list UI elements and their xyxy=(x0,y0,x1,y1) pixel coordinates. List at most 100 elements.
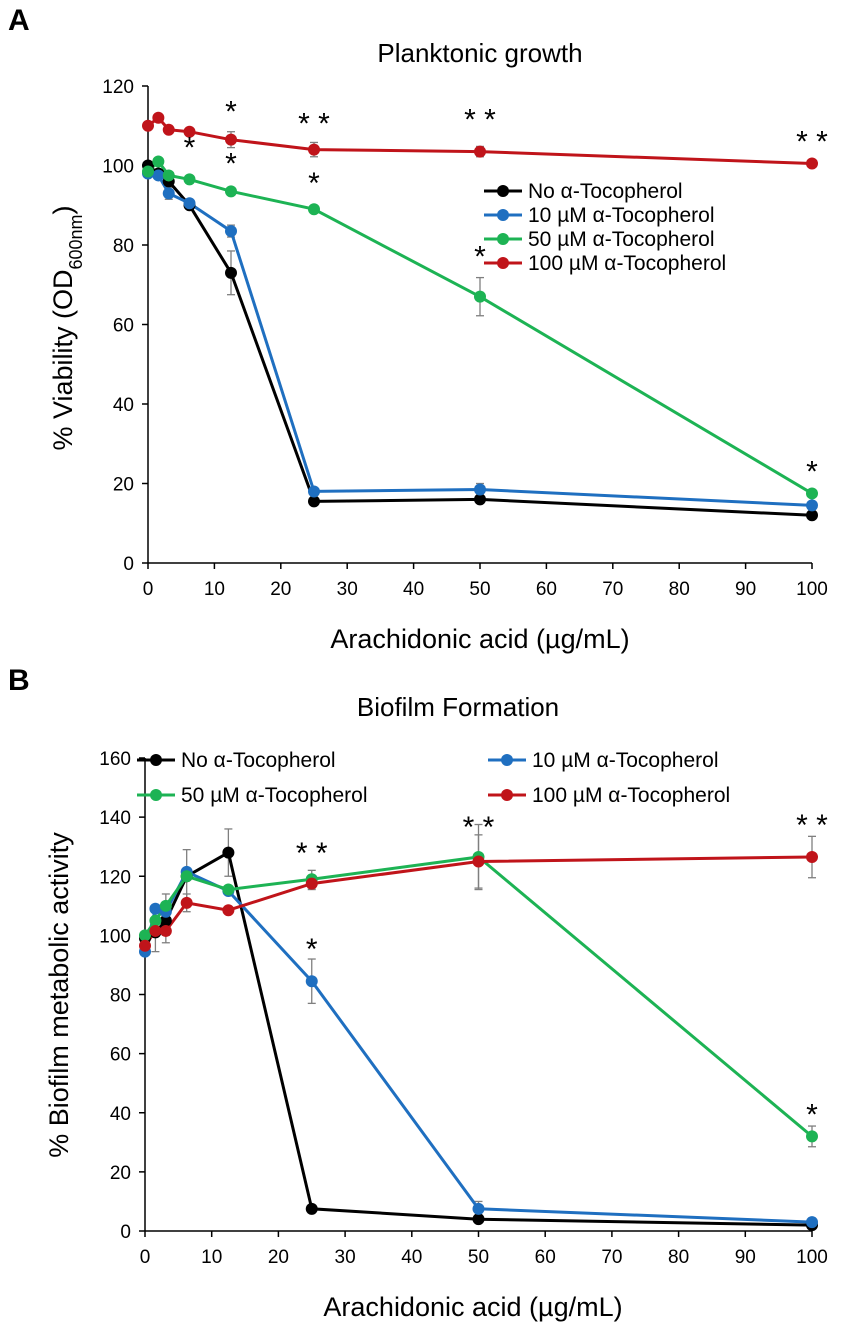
panel-a-y-tick-label: 20 xyxy=(113,475,134,496)
panel-a-legend-marker-0 xyxy=(497,185,509,197)
panel-b-series-1-point xyxy=(472,1202,485,1215)
panel-a-series-1-point xyxy=(225,225,237,238)
panel-b-series-0-point xyxy=(472,1213,485,1226)
panel-b-series-0-point xyxy=(159,914,172,927)
panel-a-legend-marker-3 xyxy=(497,257,509,269)
panel-b-x-tick-label: 20 xyxy=(268,1247,289,1268)
panel-a-significance-marker: * xyxy=(474,241,486,274)
panel-b-title: Biofilm Formation xyxy=(357,692,559,722)
panel-a-plot: 0 20 40 60 80 100 120 0 10 20 30 40 50 60 70 80 90 100 * * *… xyxy=(102,77,828,600)
panel-b-y-axis-title: % Biofilm metabolic activity xyxy=(44,832,74,1158)
panel-b-x-tick-label: 50 xyxy=(468,1247,489,1268)
panel-b-series-0-point xyxy=(305,1202,318,1215)
panel-b-y-tick-label: 0 xyxy=(120,1222,131,1243)
panel-a-y-tick-label: 60 xyxy=(113,316,134,337)
panel-a-y-tick-label: 80 xyxy=(113,236,134,257)
panel-b-label: B xyxy=(8,664,30,697)
panel-b-significance-marker: * * xyxy=(796,809,828,842)
panel-b-series-3-point xyxy=(180,896,193,909)
panel-a-series-2-point xyxy=(183,173,196,186)
panel-a-legend-label-2: 50 µM α-Tocopherol xyxy=(528,228,715,251)
panel-a-significance-marker: * * xyxy=(298,108,330,141)
panel-b-x-tick-label: 70 xyxy=(601,1247,622,1268)
panel-b-series-1-point xyxy=(149,902,162,915)
panel-b-significance-marker: * * xyxy=(463,811,495,844)
panel-a-series-2-point xyxy=(474,290,486,303)
panel-a-x-tick-label: 80 xyxy=(669,579,690,600)
panel-b-x-tick-label: 40 xyxy=(401,1247,422,1268)
panel-b-legend-label-0: No α-Tocopherol xyxy=(181,749,336,772)
panel-b-series-2-point xyxy=(180,870,193,883)
panel-a-series-2-point xyxy=(152,155,165,168)
panel-a-series-2-point xyxy=(308,203,320,216)
panel-a-x-tick-label: 30 xyxy=(337,579,358,600)
panel-a-series-0-point xyxy=(225,266,237,279)
panel-a-x-tick-label: 90 xyxy=(735,579,756,600)
panel-b-significance-marker: * xyxy=(306,933,318,966)
panel-a-y-axis-title: % Viability (OD600nm) xyxy=(48,205,86,450)
panel-a-series-2-point xyxy=(806,487,818,500)
panel-b-series-3-point xyxy=(305,877,318,890)
panel-a-series-3-point xyxy=(162,123,175,136)
panel-a-series-0-point xyxy=(474,493,486,506)
panel-a-x-tick-label: 20 xyxy=(270,579,291,600)
panel-b-series-3-point xyxy=(222,904,235,917)
panel-a-series-3-point xyxy=(142,119,154,132)
panel-a-y-axis-title-main: % Viability (OD xyxy=(48,269,78,450)
panel-a-series-2-point xyxy=(162,169,175,182)
panel-a-significance-marker: * xyxy=(308,167,320,200)
panel-a-legend-marker-1 xyxy=(497,209,509,221)
panel-a-legend-label-1: 10 µM α-Tocopherol xyxy=(528,204,715,227)
panel-a-y-tick-label: 40 xyxy=(113,395,134,416)
panel-b-x-tick-label: 100 xyxy=(796,1247,828,1268)
panel-b-x-axis-title: Arachidonic acid (µg/mL) xyxy=(323,1292,622,1322)
panel-a-series-1-point xyxy=(474,483,486,496)
panel-b-series-0-point xyxy=(222,846,235,859)
panel-b-y-tick-label: 140 xyxy=(99,808,131,829)
panel-b-series-2-point xyxy=(222,883,235,896)
panel-a-series-0-point xyxy=(308,495,320,508)
panel-b-legend-marker-3 xyxy=(501,789,513,801)
panel-b-legend-label-1: 10 µM α-Tocopherol xyxy=(532,749,719,772)
panel-b-x-tick-label: 80 xyxy=(668,1247,689,1268)
panel-b-legend-marker-0 xyxy=(150,754,162,766)
panel-a-series-1-point xyxy=(152,169,165,182)
panel-a-series-1-point xyxy=(183,197,196,210)
panel-a-legend-marker-2 xyxy=(497,233,509,245)
panel-a-series-2-point xyxy=(225,185,237,198)
panel-a-significance-marker: * xyxy=(184,131,196,164)
panel-a-series-1-point xyxy=(806,499,818,512)
panel-b-series-3-point xyxy=(149,924,162,937)
panel-a-series-3-point xyxy=(183,125,196,138)
panel-a-y-axis-title-sub: 600nm xyxy=(66,214,86,269)
panel-a-series-3-point xyxy=(806,157,818,170)
panel-b-series-1-point xyxy=(305,975,318,988)
panel-a-significance-marker: * * xyxy=(796,126,828,159)
panel-b-y-tick-label: 40 xyxy=(110,1104,131,1125)
panel-a-y-tick-label: 100 xyxy=(102,157,134,178)
panel-b-series-2-point xyxy=(159,899,172,912)
panel-a-series-0-point xyxy=(806,509,818,522)
panel-b-series-3-point xyxy=(472,855,485,868)
panel-a-significance-marker: * xyxy=(806,455,818,488)
panel-a-series-1-point xyxy=(308,485,320,498)
panel-b-y-tick-label: 100 xyxy=(99,926,131,947)
panel-a-series-3-point xyxy=(152,111,165,124)
panel-b-y-tick-label: 20 xyxy=(110,1163,131,1184)
panel-b-series-line-2 xyxy=(143,855,813,1138)
panel-a-series-1-point xyxy=(162,187,175,200)
panel-a-y-tick-label: 0 xyxy=(123,554,134,575)
panel-b-series-3-point xyxy=(139,939,151,952)
panel-b-series-2-point xyxy=(149,914,162,927)
panel-a-legend-label-3: 100 µM α-Tocopherol xyxy=(528,252,726,275)
panel-b-plot: 0 20 40 60 80 100 120 140 160 0 10 20 30 40 50 60 70 80 90… xyxy=(99,749,828,1268)
panel-b-series-2-point xyxy=(139,929,151,942)
panel-a-significance-marker: * * xyxy=(464,104,496,137)
panel-b-series-3-point xyxy=(159,924,172,937)
panel-b-legend-label-2: 50 µM α-Tocopherol xyxy=(181,784,368,807)
panel-b-legend-label-3: 100 µM α-Tocopherol xyxy=(532,784,730,807)
panel-a-x-axis-title: Arachidonic acid (µg/mL) xyxy=(330,624,629,654)
panel-b-y-tick-label: 60 xyxy=(110,1045,131,1066)
panel-a-y-tick-label: 120 xyxy=(102,77,134,98)
